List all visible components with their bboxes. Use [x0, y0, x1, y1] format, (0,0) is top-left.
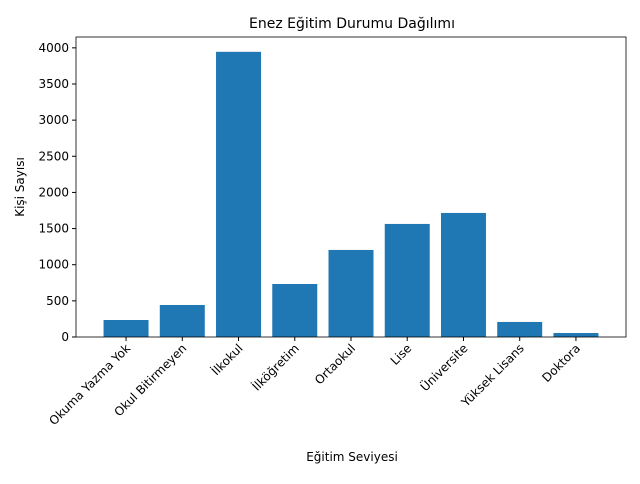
chart-title: Enez Eğitim Durumu Dağılımı: [249, 16, 455, 32]
bar: [384, 223, 430, 337]
bar: [553, 333, 599, 337]
bar: [272, 284, 318, 337]
y-tick-label: 500: [46, 294, 69, 308]
x-axis-label: Eğitim Seviyesi: [306, 450, 398, 464]
bar: [328, 249, 374, 337]
y-tick-label: 4000: [38, 41, 69, 55]
bar: [159, 304, 205, 337]
bar: [103, 320, 149, 337]
y-tick-label: 1000: [38, 258, 69, 272]
y-tick-label: 2000: [38, 185, 69, 199]
y-tick-label: 3000: [38, 113, 69, 127]
y-axis-label: Kişi Sayısı: [13, 157, 27, 217]
axes-frame: [75, 36, 627, 338]
bar: [216, 51, 262, 338]
y-tick-label: 2500: [38, 149, 69, 163]
y-tick-label: 3500: [38, 77, 69, 91]
y-tick-label: 0: [61, 330, 69, 344]
y-tick-label: 1500: [38, 222, 69, 236]
bar: [497, 321, 543, 337]
bar: [440, 212, 486, 337]
